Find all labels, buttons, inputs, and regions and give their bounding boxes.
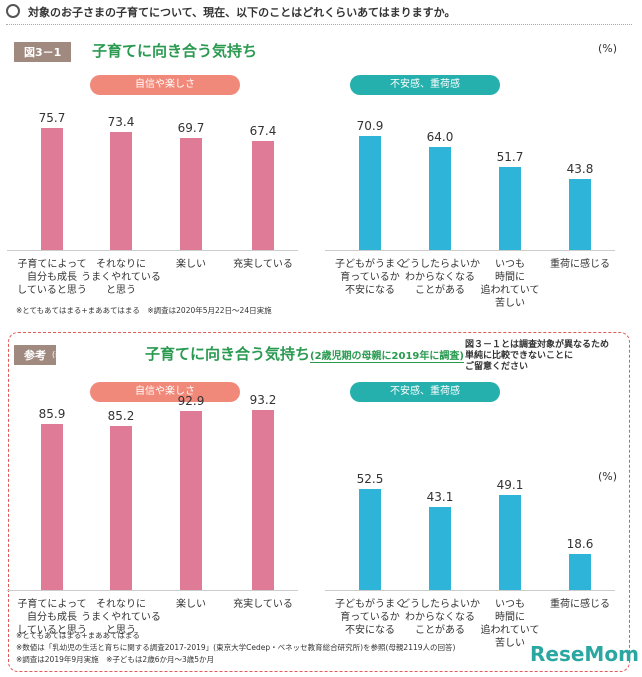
group-header: 不安感、重荷感	[350, 382, 500, 402]
group-header: 不安感、重荷感	[350, 75, 500, 95]
note: ※とてもあてはまる+まああてはまる ※調査は2020年5月22日～24日実施	[16, 306, 272, 315]
baseline	[7, 590, 298, 591]
value-label: 67.4	[249, 124, 277, 139]
chart-title: 子育てに向き合う気持ち	[92, 42, 258, 60]
header-rule	[6, 24, 632, 25]
value-label: 92.9	[177, 393, 205, 408]
category-label: いつも 時間に 追われていて 苦しい	[480, 259, 540, 309]
bar	[180, 137, 202, 250]
note: ※数値は「乳幼児の生活と育ちに関する調査2017-2019」(東京大学Cedep…	[16, 643, 456, 652]
note: ※とてもあてはまる+まああてはまる	[16, 631, 140, 640]
value-label: 64.0	[426, 129, 454, 144]
category-label: それなりに うまくやれている と思う	[81, 259, 161, 296]
group-header: 自信や楽しさ	[90, 382, 240, 402]
category-label: 楽しい	[176, 599, 206, 610]
unit: (%)	[598, 42, 618, 55]
value-label: 52.5	[356, 471, 384, 486]
bar	[110, 131, 132, 250]
bar	[41, 128, 63, 250]
category-label: 重荷に感じる	[550, 259, 610, 270]
baseline	[325, 590, 615, 591]
bar	[252, 141, 274, 250]
value-label: 85.9	[38, 407, 66, 422]
bar	[180, 410, 202, 590]
note: ※調査は2019年9月実施 ※子どもは2歳6か月～3歳5か月	[16, 655, 215, 664]
badge-sub: (新型コロナ流行前)	[52, 350, 123, 359]
reference-box	[8, 332, 630, 672]
bar	[41, 424, 63, 590]
bar	[429, 146, 451, 250]
value-label: 43.1	[426, 489, 454, 504]
value-label: 75.7	[38, 111, 66, 126]
bar	[569, 179, 591, 250]
badge: 参考	[14, 345, 56, 365]
baseline	[7, 250, 298, 251]
watermark: ReseMom	[530, 642, 639, 666]
caveat: 図３－１とは調査対象が異なるため 単純に比較できないことに ご留意ください	[465, 340, 610, 372]
category-label: 充実している	[233, 259, 293, 270]
question-icon	[6, 4, 20, 18]
bar	[359, 488, 381, 590]
chart-title: 子育てに向き合う気持ち	[145, 345, 311, 363]
value-label: 69.7	[177, 120, 205, 135]
value-label: 73.4	[107, 114, 135, 129]
bar	[499, 166, 521, 250]
bar	[429, 506, 451, 590]
category-label: どうしたらよいか わからなくなる ことがある	[400, 259, 480, 296]
bar	[252, 410, 274, 590]
chart-subtitle: (2歳児期の母親に2019年に調査)	[310, 347, 464, 363]
category-label: それなりに うまくやれている と思う	[81, 599, 161, 636]
value-label: 70.9	[356, 118, 384, 133]
bar	[110, 425, 132, 590]
unit: (%)	[598, 470, 618, 483]
group-header: 自信や楽しさ	[90, 75, 240, 95]
category-label: いつも 時間に 追われていて 苦しい	[480, 599, 540, 649]
category-label: 子育てによって 自分も成長 していると思う	[17, 599, 87, 636]
category-label: 子育てによって 自分も成長 していると思う	[17, 259, 87, 296]
category-label: 子どもがうまく 育っているか 不安になる	[335, 259, 405, 296]
value-label: 18.6	[566, 537, 594, 552]
baseline	[325, 250, 615, 251]
value-label: 85.2	[107, 408, 135, 423]
category-label: 楽しい	[176, 259, 206, 270]
category-label: 充実している	[233, 599, 293, 610]
category-label: 子どもがうまく 育っているか 不安になる	[335, 599, 405, 636]
badge: 図3－1	[14, 42, 72, 62]
value-label: 43.8	[566, 162, 594, 177]
bar	[359, 135, 381, 250]
value-label: 49.1	[496, 478, 524, 493]
bar	[569, 554, 591, 590]
bar	[499, 495, 521, 590]
question: 対象のお子さまの子育てについて、現在、以下のことはどれくらいあてはまりますか。	[28, 6, 456, 19]
category-label: どうしたらよいか わからなくなる ことがある	[400, 599, 480, 636]
value-label: 93.2	[249, 393, 277, 408]
category-label: 重荷に感じる	[550, 599, 610, 610]
value-label: 51.7	[496, 149, 524, 164]
